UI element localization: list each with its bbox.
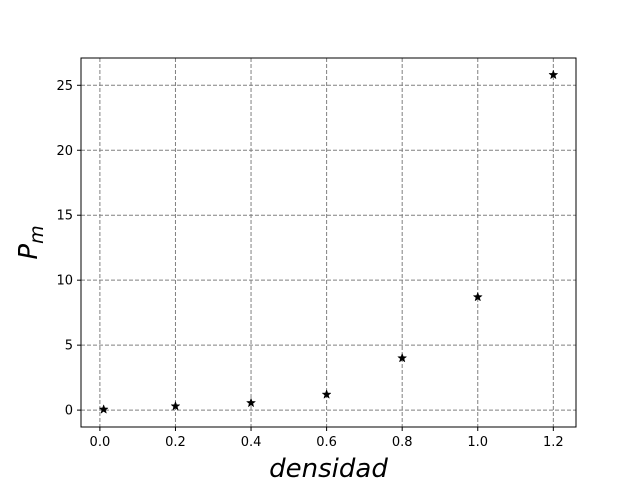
data-point	[472, 291, 483, 302]
x-tick-label: 0.4	[241, 435, 262, 450]
grid	[81, 58, 576, 427]
y-tick-label: 0	[65, 404, 73, 419]
x-axis-ticks: 0.0 0.2 0.4 0.6 0.8 1.0 1.2	[90, 427, 564, 450]
y-tick-label: 15	[56, 209, 73, 224]
x-tick-label: 1.0	[467, 435, 488, 450]
x-tick-label: 0.8	[392, 435, 413, 450]
y-tick-label: 5	[65, 339, 73, 354]
data-point	[321, 389, 332, 399]
data-point	[397, 352, 408, 363]
y-tick-label: 20	[56, 144, 73, 159]
data-point	[245, 397, 257, 408]
x-tick-label: 0.0	[90, 435, 111, 450]
x-tick-label: 1.2	[543, 435, 564, 450]
x-axis-label: densidad	[269, 454, 388, 480]
data-points	[98, 69, 559, 414]
y-axis-label-base: P	[14, 244, 44, 260]
plot-frame	[80, 57, 577, 428]
y-axis-label-subscript: m	[26, 225, 48, 244]
data-point	[98, 404, 109, 414]
data-point	[170, 400, 181, 411]
y-tick-label: 25	[56, 79, 73, 94]
y-tick-label: 10	[56, 274, 73, 289]
y-axis-ticks: 0 5 10 15 20 25	[56, 79, 81, 419]
y-axis-label: Pm	[14, 225, 48, 259]
data-point	[548, 69, 559, 80]
x-tick-label: 0.6	[316, 435, 337, 450]
x-tick-label: 0.2	[165, 435, 186, 450]
